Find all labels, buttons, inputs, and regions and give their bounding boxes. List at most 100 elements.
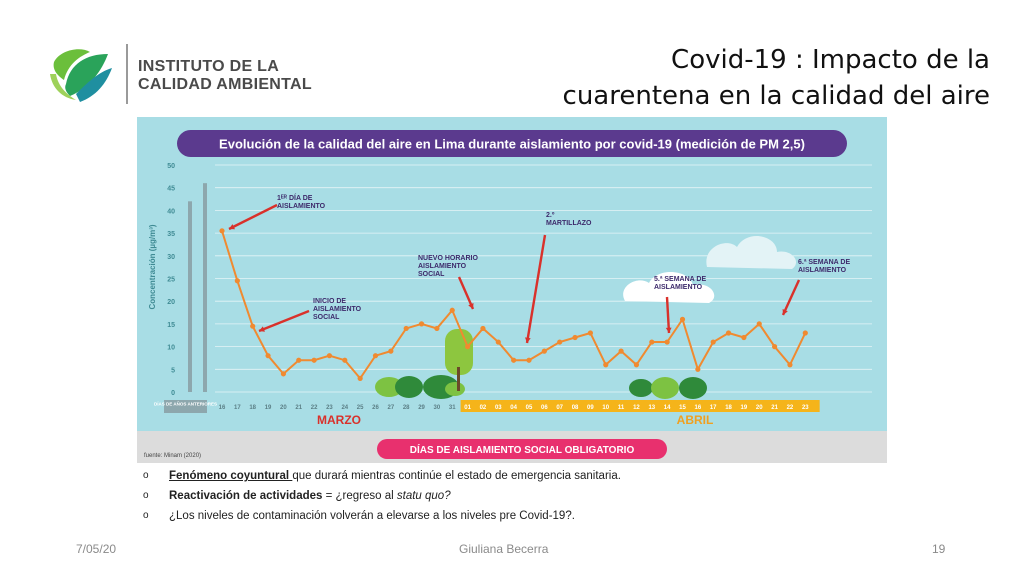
bullet-marker-icon: o <box>143 510 149 521</box>
x-tick-label: 10 <box>602 405 609 411</box>
page-number: 19 <box>932 542 946 556</box>
data-point <box>802 330 808 336</box>
data-point <box>725 330 732 336</box>
bullet-text: ¿Los niveles de contaminación volverán a… <box>169 510 575 522</box>
quarantine-banner <box>377 439 667 459</box>
x-tick-label: 07 <box>556 405 563 411</box>
logo-text-line1: INSTITUTO DE LA <box>138 58 280 75</box>
footer-author: Giuliana Becerra <box>459 542 549 556</box>
data-point <box>465 344 471 350</box>
data-point <box>342 357 348 363</box>
data-point <box>495 339 501 345</box>
slide-title-line1: Covid-19 : Impacto de la <box>671 45 990 75</box>
x-tick-label: 03 <box>495 405 502 411</box>
y-tick-label: 20 <box>167 299 175 306</box>
y-tick-label: 25 <box>167 277 175 284</box>
bush-icon <box>375 375 465 399</box>
annotation-arrow <box>457 276 475 310</box>
y-tick-labels: 0 5 10 15 20 25 30 35 40 45 50 <box>167 163 175 397</box>
x-tick-label: 23 <box>802 405 809 411</box>
x-tick-label: 17 <box>234 405 241 411</box>
annotation-arrow <box>525 234 547 344</box>
x-axis-day-labels: 16 17 18 19 20 21 22 23 24 25 26 27 28 29 30 31 01 02 03 04… <box>219 400 820 412</box>
previous-years-bars <box>188 183 207 392</box>
air-quality-infographic: Evolución de la calidad del aire en Lima… <box>137 117 887 463</box>
chart-title: Evolución de la calidad del aire en Lima… <box>219 137 805 152</box>
bullet-italic-text: statu quo? <box>396 490 451 502</box>
x-tick-label: 21 <box>295 405 302 411</box>
bush-icon <box>629 377 707 399</box>
chart-annotations: 1ᴱᴿ DÍA DE AISLAMIENTO INICIO DE AISLAMIENT… <box>228 193 850 344</box>
data-point <box>326 353 333 359</box>
quarantine-banner-text: DÍAS DE AISLAMIENTO SOCIAL OBLIGATORIO <box>410 443 635 456</box>
data-point <box>265 353 271 359</box>
data-point <box>664 339 670 345</box>
annotation-label: INICIO DE AISLAMIENTO SOCIAL <box>313 298 362 321</box>
x-tick-label: 29 <box>418 405 425 411</box>
x-tick-label: 22 <box>787 405 794 411</box>
slide-title: Covid-19 : Impacto de la cuarentena en l… <box>563 42 990 114</box>
data-point <box>219 228 225 234</box>
data-point <box>679 316 686 322</box>
annotation-arrow <box>665 296 671 334</box>
y-tick-label: 15 <box>167 322 175 329</box>
data-point <box>695 366 701 372</box>
annotation-arrow <box>228 203 278 231</box>
data-point <box>772 344 778 350</box>
annotation-label: 6.ª SEMANA DE AISLAMIENTO <box>798 259 850 274</box>
x-tick-label: 28 <box>403 405 410 411</box>
x-tick-label: 31 <box>449 405 456 411</box>
data-point <box>480 325 486 332</box>
data-point <box>280 371 286 377</box>
y-tick-label: 45 <box>167 186 175 193</box>
footer-date: 7/05/20 <box>76 542 117 556</box>
chart-title-pill <box>177 130 847 157</box>
y-axis-label: Concentración (µg/m³) <box>148 224 157 309</box>
month-label-april: ABRIL <box>677 413 714 427</box>
y-tick-label: 10 <box>167 345 175 352</box>
slide-title-line2: cuarentena en la calidad del aire <box>562 81 990 111</box>
annotation-label: 2.º MARTILLAZO <box>546 212 592 227</box>
institute-logo: INSTITUTO DE LA CALIDAD AMBIENTAL <box>46 44 336 104</box>
bullet-bold-text: Reactivación de actividades <box>169 490 323 502</box>
y-tick-label: 35 <box>167 231 175 238</box>
bullet-marker-icon: o <box>143 470 149 481</box>
x-tick-label: 20 <box>280 405 287 411</box>
x-tick-label: 23 <box>326 405 333 411</box>
x-tick-label: 13 <box>648 405 655 411</box>
previous-years-label-box <box>164 400 207 413</box>
x-tick-label: 17 <box>710 405 717 411</box>
y-tick-label: 40 <box>167 208 175 215</box>
data-point <box>741 334 747 341</box>
x-tick-label: 15 <box>679 405 686 411</box>
data-point <box>434 325 440 332</box>
x-tick-label: 11 <box>618 405 625 411</box>
annotation-label: 1ᴱᴿ DÍA DE AISLAMIENTO <box>277 193 326 210</box>
x-tick-label: 02 <box>480 405 487 411</box>
x-tick-label: 01 <box>464 405 471 411</box>
cloud-icon <box>623 271 715 303</box>
x-tick-label: 26 <box>372 405 379 411</box>
data-point <box>557 339 563 345</box>
data-point <box>710 339 716 345</box>
arrowhead-icon <box>782 309 788 315</box>
data-point <box>234 278 240 284</box>
bullet-item: o ¿Los niveles de contaminación volverán… <box>143 506 903 526</box>
data-point <box>372 353 379 359</box>
x-tick-label: 14 <box>664 405 671 411</box>
data-point <box>250 323 256 329</box>
previous-years-label: DÍAS DE AÑOS ANTERIORES <box>154 400 217 407</box>
previous-year-bar <box>203 183 207 392</box>
data-point <box>787 362 793 368</box>
arrowhead-icon <box>229 224 235 230</box>
data-point <box>449 307 455 313</box>
previous-year-bar <box>188 201 192 392</box>
data-point <box>649 339 655 345</box>
data-point <box>418 321 425 327</box>
april-days-bar <box>460 400 820 412</box>
data-point <box>587 330 593 336</box>
x-tick-label: 21 <box>771 405 778 411</box>
data-point <box>572 334 578 341</box>
y-tick-label: 0 <box>171 390 175 397</box>
x-tick-label: 08 <box>572 405 579 411</box>
